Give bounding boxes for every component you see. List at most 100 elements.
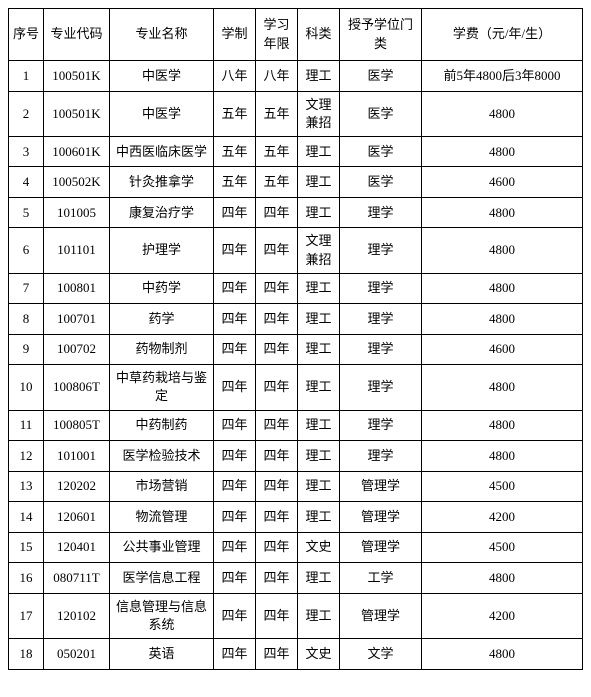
cell-fee: 4600 [422, 334, 583, 365]
cell-idx: 7 [9, 273, 44, 304]
cell-name: 物流管理 [110, 502, 214, 533]
table-row: 13120202市场营销四年四年理工管理学4500 [9, 471, 583, 502]
cell-name: 针灸推拿学 [110, 167, 214, 198]
cell-system: 四年 [214, 441, 256, 472]
cell-system: 四年 [214, 532, 256, 563]
cell-name: 英语 [110, 639, 214, 670]
cell-idx: 11 [9, 410, 44, 441]
cell-name: 中药学 [110, 273, 214, 304]
cell-name: 市场营销 [110, 471, 214, 502]
cell-idx: 13 [9, 471, 44, 502]
cell-degree: 医学 [340, 61, 422, 92]
col-header-cat: 科类 [298, 9, 340, 61]
cell-code: 100502K [44, 167, 110, 198]
cell-years: 四年 [256, 365, 298, 410]
table-header: 序号专业代码专业名称学制学习年限科类授予学位门类学费（元/年/生） [9, 9, 583, 61]
cell-cat: 理工 [298, 136, 340, 167]
cell-cat: 理工 [298, 365, 340, 410]
table-row: 1100501K中医学八年八年理工医学前5年4800后3年8000 [9, 61, 583, 92]
cell-years: 四年 [256, 532, 298, 563]
cell-years: 四年 [256, 593, 298, 638]
cell-years: 四年 [256, 197, 298, 228]
cell-name: 医学检验技术 [110, 441, 214, 472]
table-row: 17120102信息管理与信息系统四年四年理工管理学4200 [9, 593, 583, 638]
cell-years: 四年 [256, 228, 298, 273]
cell-idx: 4 [9, 167, 44, 198]
cell-cat: 理工 [298, 167, 340, 198]
cell-code: 120601 [44, 502, 110, 533]
cell-name: 中药制药 [110, 410, 214, 441]
cell-system: 八年 [214, 61, 256, 92]
cell-idx: 17 [9, 593, 44, 638]
cell-code: 050201 [44, 639, 110, 670]
cell-years: 四年 [256, 563, 298, 594]
cell-fee: 4800 [422, 228, 583, 273]
cell-system: 四年 [214, 410, 256, 441]
cell-code: 120102 [44, 593, 110, 638]
cell-cat: 文史 [298, 639, 340, 670]
cell-degree: 理学 [340, 304, 422, 335]
cell-fee: 4800 [422, 410, 583, 441]
col-header-name: 专业名称 [110, 9, 214, 61]
cell-idx: 3 [9, 136, 44, 167]
cell-idx: 15 [9, 532, 44, 563]
cell-fee: 前5年4800后3年8000 [422, 61, 583, 92]
cell-code: 100501K [44, 91, 110, 136]
cell-system: 四年 [214, 639, 256, 670]
cell-years: 五年 [256, 167, 298, 198]
cell-code: 100601K [44, 136, 110, 167]
cell-name: 药学 [110, 304, 214, 335]
cell-system: 四年 [214, 334, 256, 365]
cell-system: 四年 [214, 228, 256, 273]
cell-system: 四年 [214, 304, 256, 335]
cell-name: 中医学 [110, 91, 214, 136]
header-row: 序号专业代码专业名称学制学习年限科类授予学位门类学费（元/年/生） [9, 9, 583, 61]
table-row: 4100502K针灸推拿学五年五年理工医学4600 [9, 167, 583, 198]
cell-system: 四年 [214, 365, 256, 410]
cell-name: 信息管理与信息系统 [110, 593, 214, 638]
col-header-code: 专业代码 [44, 9, 110, 61]
cell-code: 100701 [44, 304, 110, 335]
col-header-degree: 授予学位门类 [340, 9, 422, 61]
cell-degree: 医学 [340, 91, 422, 136]
cell-idx: 12 [9, 441, 44, 472]
table-row: 3100601K中西医临床医学五年五年理工医学4800 [9, 136, 583, 167]
cell-degree: 工学 [340, 563, 422, 594]
cell-code: 100805T [44, 410, 110, 441]
cell-system: 四年 [214, 273, 256, 304]
col-header-fee: 学费（元/年/生） [422, 9, 583, 61]
cell-idx: 9 [9, 334, 44, 365]
cell-name: 康复治疗学 [110, 197, 214, 228]
cell-degree: 管理学 [340, 471, 422, 502]
cell-cat: 理工 [298, 61, 340, 92]
cell-degree: 医学 [340, 167, 422, 198]
cell-years: 四年 [256, 502, 298, 533]
cell-fee: 4800 [422, 563, 583, 594]
table-row: 6101101护理学四年四年文理兼招理学4800 [9, 228, 583, 273]
cell-cat: 理工 [298, 471, 340, 502]
cell-idx: 18 [9, 639, 44, 670]
cell-idx: 2 [9, 91, 44, 136]
col-header-system: 学制 [214, 9, 256, 61]
cell-name: 中医学 [110, 61, 214, 92]
cell-cat: 文史 [298, 532, 340, 563]
cell-name: 中西医临床医学 [110, 136, 214, 167]
cell-degree: 理学 [340, 273, 422, 304]
cell-cat: 理工 [298, 334, 340, 365]
cell-degree: 理学 [340, 334, 422, 365]
cell-fee: 4800 [422, 441, 583, 472]
table-row: 2100501K中医学五年五年文理兼招医学4800 [9, 91, 583, 136]
cell-degree: 管理学 [340, 593, 422, 638]
table-row: 16080711T医学信息工程四年四年理工工学4800 [9, 563, 583, 594]
cell-name: 医学信息工程 [110, 563, 214, 594]
cell-system: 五年 [214, 91, 256, 136]
table-row: 18050201英语四年四年文史文学4800 [9, 639, 583, 670]
cell-cat: 理工 [298, 593, 340, 638]
cell-system: 四年 [214, 197, 256, 228]
cell-fee: 4500 [422, 532, 583, 563]
cell-cat: 理工 [298, 502, 340, 533]
cell-code: 120401 [44, 532, 110, 563]
cell-years: 四年 [256, 273, 298, 304]
cell-cat: 理工 [298, 197, 340, 228]
cell-code: 080711T [44, 563, 110, 594]
